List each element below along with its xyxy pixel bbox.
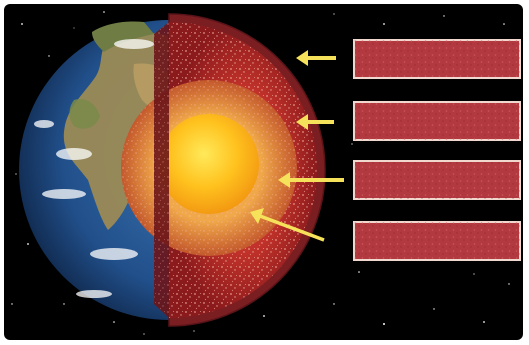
layer-inner-core — [159, 114, 259, 214]
arrow-crust — [296, 50, 336, 66]
cutaway-layers — [121, 13, 326, 327]
arrow-outer-core — [278, 172, 344, 188]
arrow-mantle — [296, 114, 334, 130]
label-box-inner-core — [353, 221, 521, 261]
diagram-frame — [4, 4, 523, 340]
label-box-outer-core — [353, 160, 521, 200]
earth-diagram — [11, 11, 521, 335]
label-box-mantle — [353, 101, 521, 141]
label-box-crust — [353, 39, 521, 79]
cloud-cover — [34, 39, 154, 298]
arrow-inner-core — [250, 208, 325, 242]
label-boxes — [353, 39, 521, 261]
star-field — [11, 11, 515, 335]
pointer-arrows — [250, 50, 344, 242]
earth-surface — [19, 20, 169, 320]
continent-europe — [92, 21, 154, 52]
